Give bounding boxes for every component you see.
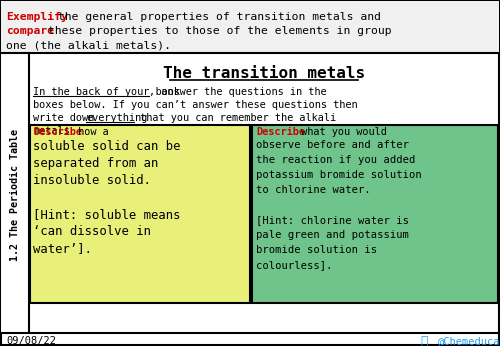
Text: 1.2 The Periodic Table: 1.2 The Periodic Table [10,129,20,261]
Text: write down: write down [33,113,100,123]
Text: these properties to those of the elements in group: these properties to those of the element… [40,26,392,36]
Text: [Hint: chlorine water is: [Hint: chlorine water is [256,215,409,225]
Text: @Chemeduca: @Chemeduca [438,336,500,346]
Text: potassium bromide solution: potassium bromide solution [256,170,422,180]
Text: In the back of your book: In the back of your book [33,87,180,97]
Text: insoluble solid.: insoluble solid. [33,174,151,187]
Text: Describe: Describe [256,127,305,137]
Text: one (the alkali metals).: one (the alkali metals). [6,40,171,50]
Text: colourless].: colourless]. [256,260,332,270]
Text: that you can remember the alkali: that you can remember the alkali [134,113,336,123]
Text: ‘can dissolve in: ‘can dissolve in [33,225,151,238]
Text: The transition metals: The transition metals [163,66,365,81]
Text: [Hint: soluble means: [Hint: soluble means [33,208,180,221]
Text: the reaction if you added: the reaction if you added [256,155,416,165]
Text: 09/08/22: 09/08/22 [6,336,56,346]
Text: the general properties of transition metals and: the general properties of transition met… [50,12,380,22]
Text: pale green and potassium: pale green and potassium [256,230,409,240]
FancyBboxPatch shape [252,125,498,303]
Text: water’].: water’]. [33,242,92,255]
Text: , answer the questions in the: , answer the questions in the [148,87,326,97]
FancyBboxPatch shape [1,1,499,53]
Text: everything: everything [86,113,148,123]
Text: what you would: what you would [294,127,386,137]
Text: separated from an: separated from an [33,157,158,170]
Text: metals: metals [33,126,70,136]
Text: boxes below. If you can’t answer these questions then: boxes below. If you can’t answer these q… [33,100,358,110]
Text: compare: compare [6,26,54,36]
Text: 🐦: 🐦 [420,335,428,346]
FancyBboxPatch shape [1,53,29,333]
Text: bromide solution is: bromide solution is [256,245,377,255]
Text: how a: how a [72,127,108,137]
Text: observe before and after: observe before and after [256,140,409,150]
FancyBboxPatch shape [30,125,250,303]
Text: Describe: Describe [33,127,82,137]
Text: Exemplify: Exemplify [6,12,68,22]
Text: soluble solid can be: soluble solid can be [33,140,180,153]
Text: to chlorine water.: to chlorine water. [256,185,371,195]
